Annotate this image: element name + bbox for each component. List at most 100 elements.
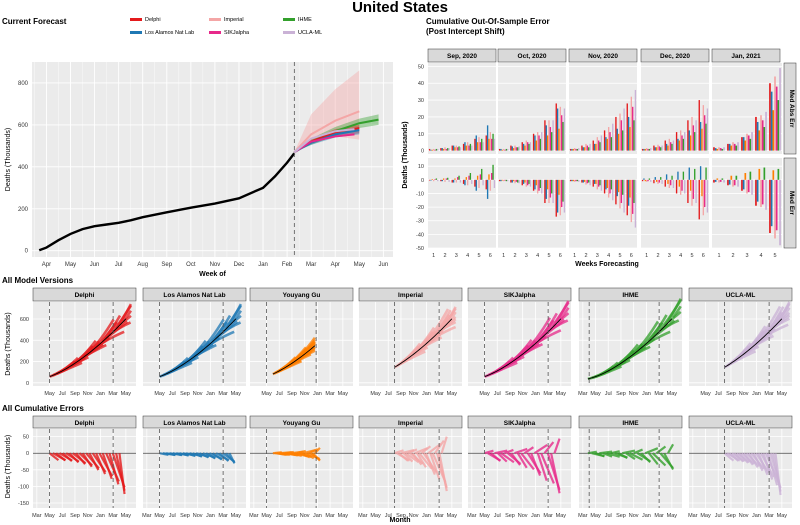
x-tick-label: May: [44, 391, 55, 397]
error-bar: [694, 132, 696, 151]
error-trajectory: [516, 452, 528, 469]
error-chart-subtitle: (Post Intercept Shift): [426, 27, 505, 36]
error-bar: [643, 178, 645, 180]
error-bar: [603, 130, 606, 151]
x-tick-label: Jun: [90, 262, 100, 268]
model-version-line: [663, 298, 682, 327]
model-version-line: [112, 321, 132, 334]
error-trajectory: [95, 452, 107, 475]
error-bar: [682, 171, 685, 180]
error-bar: [687, 179, 689, 203]
error-bar: [466, 179, 469, 186]
x-tick-label: May: [231, 391, 242, 397]
error-bar: [617, 133, 620, 151]
y-tick-label: 600: [20, 317, 29, 323]
error-bar: [576, 148, 579, 151]
error-bar: [491, 138, 493, 151]
error-bar: [607, 127, 610, 151]
error-bar: [623, 108, 625, 151]
error-bar: [737, 179, 739, 187]
error-bar: [445, 178, 448, 180]
error-bar: [481, 138, 483, 151]
error-bar: [539, 138, 542, 151]
legend-item: IHME: [283, 17, 312, 23]
facet-strip: [688, 287, 793, 302]
facet-strip-label: UCLA-ML: [726, 292, 756, 299]
error-trajectory: [536, 452, 548, 481]
error-bar: [677, 171, 679, 180]
facet-strip: [578, 287, 683, 302]
error-bar: [741, 179, 743, 191]
error-bar: [718, 179, 720, 183]
error-trajectory: [723, 452, 735, 462]
error-bar: [588, 179, 590, 183]
error-bar: [612, 179, 614, 201]
x-tick-label: May: [479, 513, 490, 519]
plot-background: [579, 429, 682, 508]
current-forecast-title: Current Forecast: [2, 17, 67, 26]
error-bar: [692, 125, 695, 151]
error-bar: [505, 179, 508, 182]
error-bar: [664, 179, 666, 187]
error-bar: [595, 143, 597, 151]
x-tick-label: Sep: [726, 391, 736, 397]
error-bar: [555, 179, 557, 217]
x-tick-label: Mar: [654, 391, 664, 397]
error-bar: [492, 133, 494, 151]
error-bar: [761, 120, 764, 151]
error-trajectory: [752, 452, 764, 472]
error-bar: [479, 142, 482, 151]
error-bar: [522, 179, 525, 184]
facet-strip: [142, 415, 247, 429]
error-bar: [675, 179, 678, 194]
x-tick-label: Mar: [764, 391, 774, 397]
error-bar: [616, 179, 618, 197]
error-trajectory: [747, 452, 759, 468]
error-bar: [657, 179, 659, 184]
x-tick-label: May: [667, 513, 678, 519]
plot-background: [33, 302, 136, 386]
error-bar: [641, 179, 644, 182]
error-bar: [607, 179, 610, 198]
error-trajectory: [543, 441, 555, 454]
error-bar: [735, 175, 738, 180]
error-bar: [475, 135, 477, 151]
facet-strip: [427, 48, 497, 63]
error-bar: [475, 179, 477, 191]
error-bar: [549, 127, 552, 151]
observed-deaths-line: [587, 318, 673, 380]
error-bar: [592, 140, 594, 151]
legend-label: UCLA-ML: [298, 30, 322, 36]
y-tick-label: -100: [18, 484, 29, 490]
error-bar: [528, 179, 530, 184]
x-tick-label: May: [338, 391, 349, 397]
x-tick-label: May: [231, 513, 242, 519]
x-tick-label: Nov: [739, 513, 749, 519]
error-bar: [440, 179, 442, 182]
y-tick-label: 10: [418, 164, 424, 170]
error-bar: [609, 179, 611, 194]
error-bar: [634, 89, 637, 151]
error-bar: [774, 76, 776, 151]
error-bar: [713, 179, 715, 183]
error-bar: [721, 148, 724, 151]
x-tick-label: Mar: [249, 513, 259, 519]
error-trajectory: [199, 452, 209, 459]
error-bar: [664, 140, 666, 151]
error-bar: [552, 120, 554, 151]
error-bar: [581, 145, 583, 151]
error-bar: [721, 178, 724, 180]
model-version-line: [211, 314, 232, 343]
error-bar: [678, 140, 680, 151]
error-trajectory: [648, 452, 659, 466]
x-tick-label: Nov: [409, 513, 419, 519]
x-tick-label: 3: [455, 253, 458, 259]
error-bar: [626, 179, 628, 216]
error-bar: [596, 179, 599, 190]
error-bar: [692, 179, 695, 199]
y-tick-label: 200: [20, 360, 29, 366]
error-bar: [525, 179, 528, 187]
error-bar: [732, 142, 734, 151]
error-trajectory: [308, 448, 319, 455]
y-tick-label: 200: [18, 207, 29, 213]
